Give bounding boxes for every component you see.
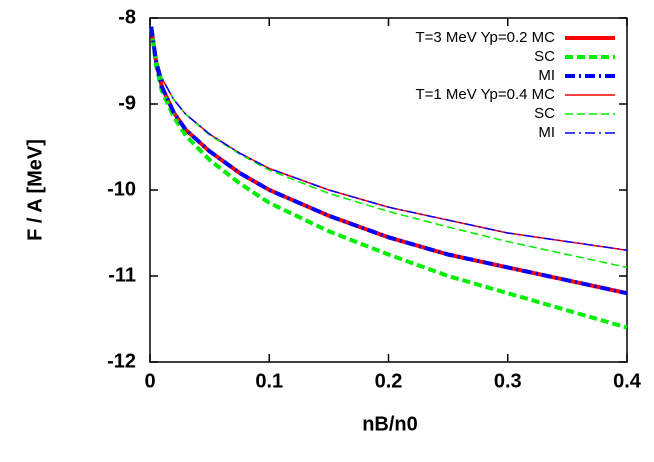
legend-label: SC (534, 48, 555, 65)
plot-frame (149, 17, 628, 363)
x-tick-label: 0 (144, 370, 155, 392)
y-tick-label: -12 (107, 350, 136, 372)
x-tick-label: 0.2 (375, 370, 403, 392)
x-tick-label: 0.4 (613, 370, 642, 392)
legend-label: T=3 MeV Yp=0.2 MC (415, 29, 555, 46)
legend-label: T=1 MeV Yp=0.4 MC (415, 86, 555, 103)
series-line (149, 26, 628, 330)
series-line (150, 26, 628, 251)
series-line (150, 26, 628, 251)
y-tick-label: -10 (107, 178, 136, 200)
y-tick-label: -8 (118, 6, 136, 28)
y-axis-label: F / A [MeV] (24, 139, 46, 241)
y-tick-label: -11 (108, 264, 136, 286)
series-line (150, 26, 628, 269)
y-tick-label: -9 (118, 92, 136, 114)
x-axis-label: nB/n0 (362, 413, 418, 435)
x-tick-label: 0.1 (255, 370, 283, 392)
legend-label: MI (538, 124, 555, 141)
legend-label: MI (538, 67, 555, 84)
x-tick-label: 0.3 (494, 370, 522, 392)
legend-label: SC (534, 105, 555, 122)
series-line (149, 26, 628, 296)
